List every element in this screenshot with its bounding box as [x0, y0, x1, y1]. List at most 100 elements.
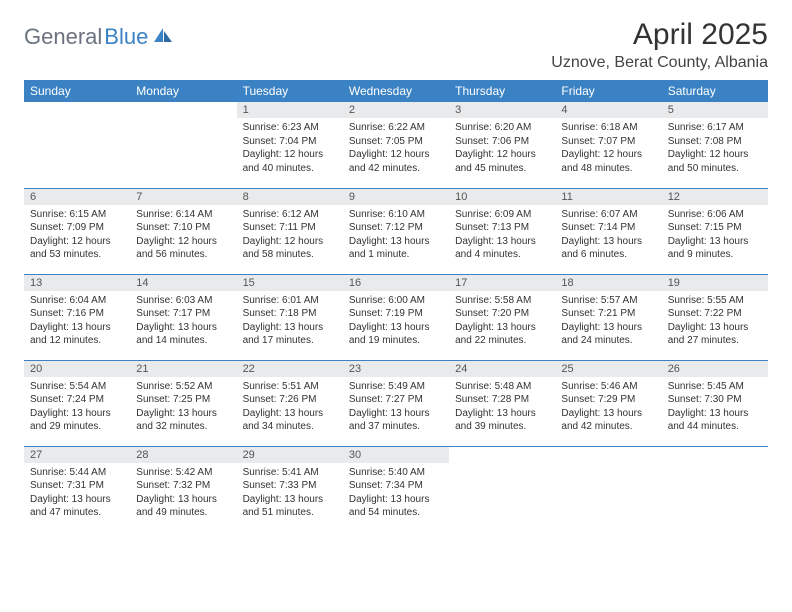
weekday-header: Thursday	[449, 80, 555, 102]
day-body: Sunrise: 6:01 AMSunset: 7:18 PMDaylight:…	[237, 291, 343, 354]
day-body: Sunrise: 6:04 AMSunset: 7:16 PMDaylight:…	[24, 291, 130, 354]
sunrise-text: Sunrise: 5:46 AM	[561, 380, 655, 394]
page-header: GeneralBlue April 2025 Uznove, Berat Cou…	[24, 18, 768, 72]
day-number: 24	[449, 361, 555, 377]
sunset-text: Sunset: 7:09 PM	[30, 221, 124, 235]
daylight-text: Daylight: 13 hours and 29 minutes.	[30, 407, 124, 434]
calendar-cell: 17Sunrise: 5:58 AMSunset: 7:20 PMDayligh…	[449, 274, 555, 360]
sail-icon	[152, 26, 174, 49]
day-body: Sunrise: 5:48 AMSunset: 7:28 PMDaylight:…	[449, 377, 555, 440]
day-body: Sunrise: 6:22 AMSunset: 7:05 PMDaylight:…	[343, 118, 449, 181]
sunrise-text: Sunrise: 6:14 AM	[136, 208, 230, 222]
calendar-cell: 30Sunrise: 5:40 AMSunset: 7:34 PMDayligh…	[343, 446, 449, 532]
day-body: Sunrise: 5:52 AMSunset: 7:25 PMDaylight:…	[130, 377, 236, 440]
sunrise-text: Sunrise: 6:22 AM	[349, 121, 443, 135]
calendar-cell: 8Sunrise: 6:12 AMSunset: 7:11 PMDaylight…	[237, 188, 343, 274]
daylight-text: Daylight: 12 hours and 40 minutes.	[243, 148, 337, 175]
sunset-text: Sunset: 7:05 PM	[349, 135, 443, 149]
calendar-cell	[130, 102, 236, 188]
sunrise-text: Sunrise: 5:48 AM	[455, 380, 549, 394]
sunset-text: Sunset: 7:18 PM	[243, 307, 337, 321]
calendar-row: 27 Sunrise: 5:44 AMSunset: 7:31 PM Dayligh…	[24, 446, 768, 532]
calendar-cell: 23Sunrise: 5:49 AMSunset: 7:27 PMDayligh…	[343, 360, 449, 446]
daylight-text: Daylight: 13 hours and 4 minutes.	[455, 235, 549, 262]
sunset-text: Sunset: 7:13 PM	[455, 221, 549, 235]
sunrise-text: Sunrise: 6:06 AM	[668, 208, 762, 222]
day-number: 12	[662, 189, 768, 205]
day-body: Sunrise: 5:57 AMSunset: 7:21 PMDaylight:…	[555, 291, 661, 354]
daylight-text: Daylight: 13 hours and 27 minutes.	[668, 321, 762, 348]
sunset-text: Sunset: 7:30 PM	[668, 393, 762, 407]
sunrise-text: Sunrise: 6:07 AM	[561, 208, 655, 222]
day-body: Sunrise: 6:00 AMSunset: 7:19 PMDaylight:…	[343, 291, 449, 354]
calendar-cell	[555, 446, 661, 532]
sunset-text: Sunset: 7:24 PM	[30, 393, 124, 407]
sunrise-text: Sunrise: 6:00 AM	[349, 294, 443, 308]
calendar-cell: 29Sunrise: 5:41 AMSunset: 7:33 PMDayligh…	[237, 446, 343, 532]
sunrise-text: Sunrise: 5:52 AM	[136, 380, 230, 394]
calendar-cell: 22Sunrise: 5:51 AMSunset: 7:26 PMDayligh…	[237, 360, 343, 446]
day-body: Sunrise: 5:49 AMSunset: 7:27 PMDaylight:…	[343, 377, 449, 440]
day-body: Sunrise: 5:54 AMSunset: 7:24 PMDaylight:…	[24, 377, 130, 440]
calendar-cell: 24Sunrise: 5:48 AMSunset: 7:28 PMDayligh…	[449, 360, 555, 446]
day-number: 27	[24, 447, 130, 463]
sunrise-text: Sunrise: 6:20 AM	[455, 121, 549, 135]
sunrise-text: Sunrise: 6:23 AM	[243, 121, 337, 135]
daylight-text: Daylight: 13 hours and 22 minutes.	[455, 321, 549, 348]
day-number: 1	[237, 102, 343, 118]
day-body: Sunrise: 6:03 AMSunset: 7:17 PMDaylight:…	[130, 291, 236, 354]
weekday-header: Tuesday	[237, 80, 343, 102]
day-body: Sunrise: 5:46 AMSunset: 7:29 PMDaylight:…	[555, 377, 661, 440]
calendar-row: 6Sunrise: 6:15 AMSunset: 7:09 PMDaylight…	[24, 188, 768, 274]
sunset-text: Sunset: 7:08 PM	[668, 135, 762, 149]
daylight-text: Daylight: 13 hours and 51 minutes.	[243, 493, 337, 520]
sunset-text: Sunset: 7:21 PM	[561, 307, 655, 321]
calendar-cell: 1Sunrise: 6:23 AMSunset: 7:04 PMDaylight…	[237, 102, 343, 188]
sunrise-text: Sunrise: 5:41 AM	[243, 466, 337, 480]
daylight-text: Daylight: 13 hours and 44 minutes.	[668, 407, 762, 434]
day-number: 16	[343, 275, 449, 291]
day-body: Sunrise: 6:23 AMSunset: 7:04 PMDaylight:…	[237, 118, 343, 181]
calendar-row: 1Sunrise: 6:23 AMSunset: 7:04 PMDaylight…	[24, 102, 768, 188]
sunrise-text: Sunrise: 5:55 AM	[668, 294, 762, 308]
day-body: Sunrise: 6:09 AMSunset: 7:13 PMDaylight:…	[449, 205, 555, 268]
sunrise-text: Sunrise: 5:57 AM	[561, 294, 655, 308]
day-number: 26	[662, 361, 768, 377]
day-number: 18	[555, 275, 661, 291]
sunrise-text: Sunrise: 5:44 AM	[30, 466, 124, 480]
daylight-text: Daylight: 12 hours and 56 minutes.	[136, 235, 230, 262]
month-title: April 2025	[551, 18, 768, 52]
calendar-body: 1Sunrise: 6:23 AMSunset: 7:04 PMDaylight…	[24, 102, 768, 532]
sunset-text: Sunset: 7:11 PM	[243, 221, 337, 235]
calendar-row: 20Sunrise: 5:54 AMSunset: 7:24 PMDayligh…	[24, 360, 768, 446]
sunrise-text: Sunrise: 6:12 AM	[243, 208, 337, 222]
day-number: 2	[343, 102, 449, 118]
sunset-text: Sunset: 7:17 PM	[136, 307, 230, 321]
calendar-table: SundayMondayTuesdayWednesdayThursdayFrid…	[24, 80, 768, 532]
sunset-text: Sunset: 7:34 PM	[349, 479, 443, 493]
daylight-text: Daylight: 13 hours and 1 minute.	[349, 235, 443, 262]
calendar-cell: 13Sunrise: 6:04 AMSunset: 7:16 PMDayligh…	[24, 274, 130, 360]
brand-text-2: Blue	[104, 24, 148, 50]
daylight-text: Daylight: 13 hours and 49 minutes.	[136, 493, 230, 520]
sunset-text: Sunset: 7:31 PM	[30, 479, 124, 493]
sunset-text: Sunset: 7:26 PM	[243, 393, 337, 407]
daylight-text: Daylight: 13 hours and 17 minutes.	[243, 321, 337, 348]
sunset-text: Sunset: 7:20 PM	[455, 307, 549, 321]
sunset-text: Sunset: 7:06 PM	[455, 135, 549, 149]
day-number: 13	[24, 275, 130, 291]
day-number: 22	[237, 361, 343, 377]
calendar-cell: 11Sunrise: 6:07 AMSunset: 7:14 PMDayligh…	[555, 188, 661, 274]
calendar-cell: 10Sunrise: 6:09 AMSunset: 7:13 PMDayligh…	[449, 188, 555, 274]
calendar-cell: 12Sunrise: 6:06 AMSunset: 7:15 PMDayligh…	[662, 188, 768, 274]
day-number: 14	[130, 275, 236, 291]
weekday-header: Friday	[555, 80, 661, 102]
calendar-cell: 25Sunrise: 5:46 AMSunset: 7:29 PMDayligh…	[555, 360, 661, 446]
daylight-text: Daylight: 12 hours and 50 minutes.	[668, 148, 762, 175]
daylight-text: Daylight: 12 hours and 42 minutes.	[349, 148, 443, 175]
sunset-text: Sunset: 7:15 PM	[668, 221, 762, 235]
sunrise-text: Sunrise: 6:15 AM	[30, 208, 124, 222]
daylight-text: Daylight: 13 hours and 39 minutes.	[455, 407, 549, 434]
day-body: Sunrise: 5:42 AMSunset: 7:32 PMDaylight:…	[130, 463, 236, 526]
sunset-text: Sunset: 7:07 PM	[561, 135, 655, 149]
